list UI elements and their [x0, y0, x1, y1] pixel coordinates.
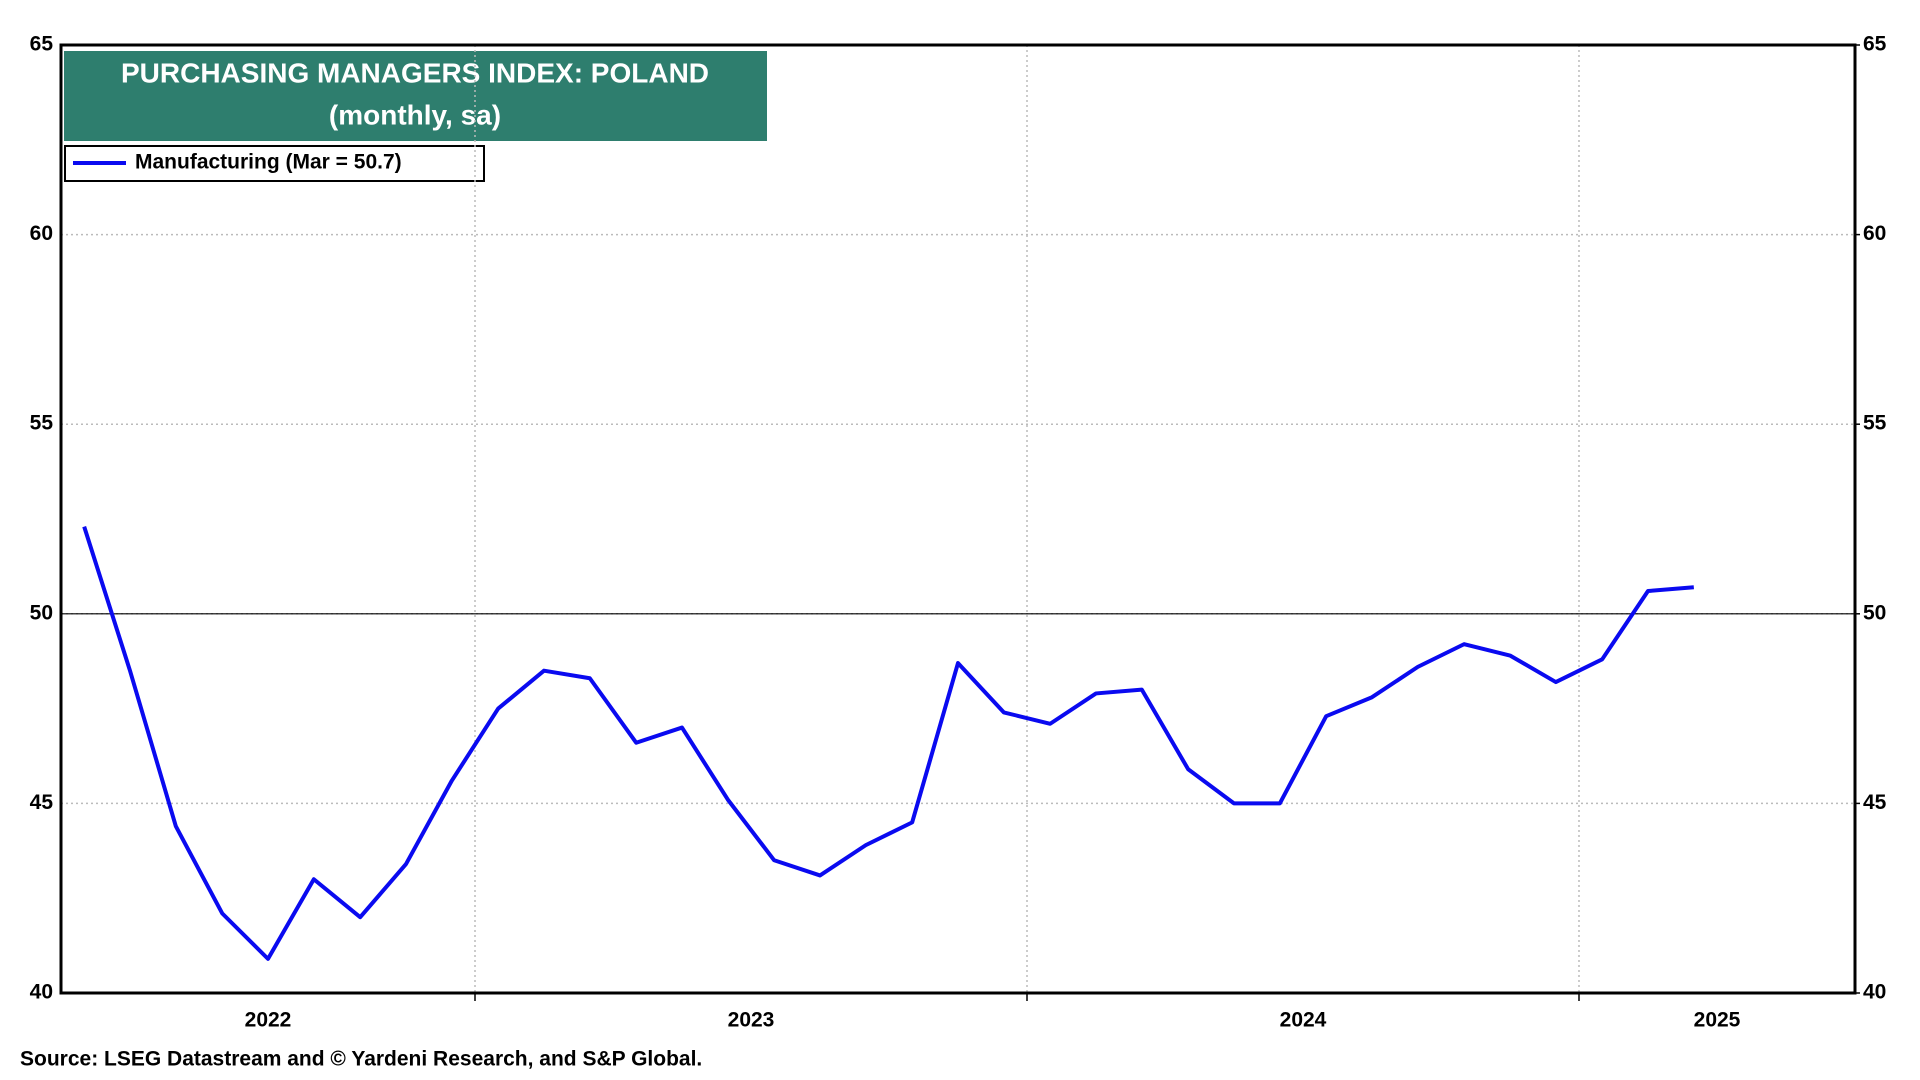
x-tick-label: 2022	[245, 1009, 292, 1032]
legend-box	[64, 145, 485, 182]
y2-tick-label: 60	[1863, 222, 1886, 245]
x-tick-label: 2025	[1694, 1009, 1741, 1032]
plot-frame	[59, 43, 1857, 995]
y-tick-label: 55	[30, 412, 54, 435]
data-line	[82, 525, 1694, 961]
y2-tick-label: 65	[1863, 33, 1887, 56]
legend-label: Manufacturing (Mar = 50.7)	[135, 151, 402, 174]
y-tick-label: 60	[30, 222, 53, 245]
chart-title: PURCHASING MANAGERS INDEX: POLAND	[121, 57, 709, 88]
x-tick-label: 2024	[1280, 1009, 1327, 1032]
y-tick-label: 45	[30, 791, 54, 814]
y2-tick-label: 45	[1863, 791, 1887, 814]
chart-subtitle: (monthly, sa)	[329, 99, 501, 130]
y2-tick-label: 55	[1863, 412, 1887, 435]
source-note: Source: LSEG Datastream and © Yardeni Re…	[20, 1048, 702, 1071]
y-tick-label: 65	[30, 33, 54, 56]
x-tick-label: 2023	[728, 1009, 775, 1032]
y-tick-label: 50	[30, 601, 53, 624]
y2-tick-label: 50	[1863, 601, 1886, 624]
y2-tick-label: 40	[1863, 981, 1886, 1004]
title-box	[64, 51, 767, 141]
y-tick-label: 40	[30, 981, 53, 1004]
